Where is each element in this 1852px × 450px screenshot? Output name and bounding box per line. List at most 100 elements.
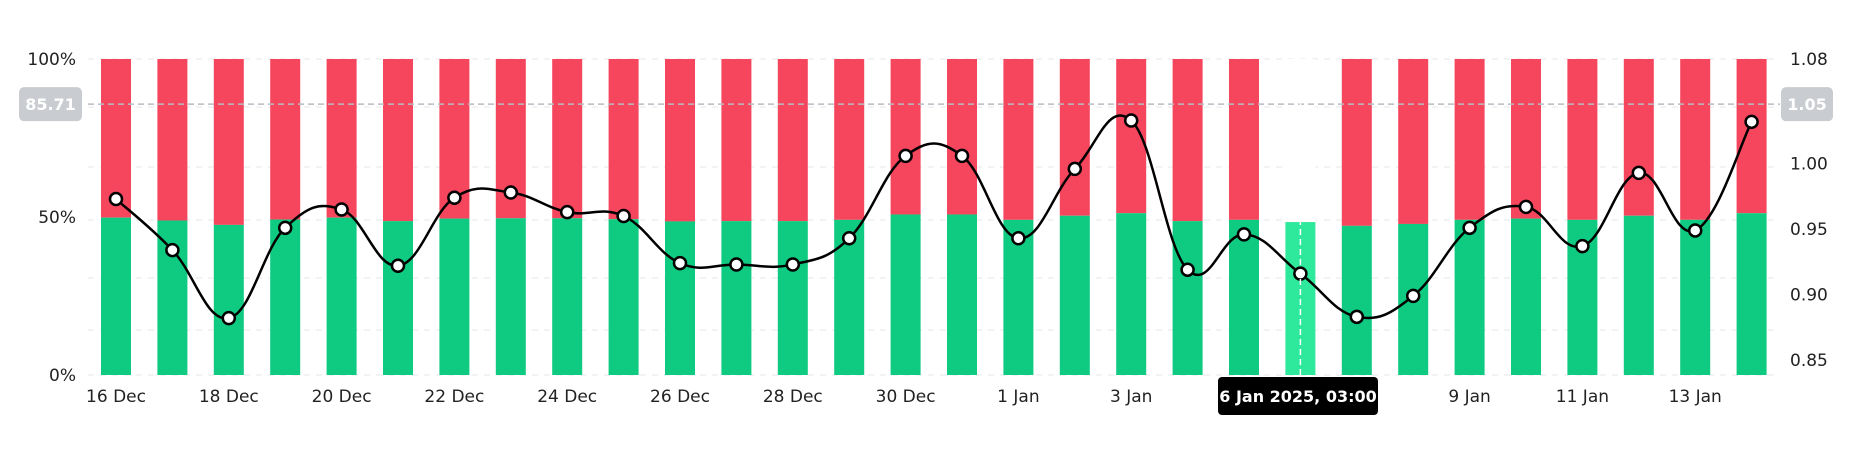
bar-buy[interactable] bbox=[777, 221, 808, 375]
bar-sell[interactable] bbox=[1567, 59, 1598, 220]
bar-sell[interactable] bbox=[552, 59, 583, 219]
right-axis: 1.081.051.000.950.900.851.05 bbox=[1781, 50, 1833, 371]
ratio-point[interactable] bbox=[785, 257, 801, 272]
right-axis-tick: 0.90 bbox=[1790, 286, 1828, 306]
bar-sell[interactable] bbox=[1229, 59, 1259, 220]
bar-sell[interactable] bbox=[608, 59, 639, 220]
bar-buy[interactable] bbox=[1454, 219, 1485, 375]
bar-sell[interactable] bbox=[326, 59, 357, 218]
bar-buy[interactable] bbox=[1680, 219, 1711, 375]
ratio-point[interactable] bbox=[1462, 220, 1477, 236]
ratio-point[interactable] bbox=[954, 148, 970, 164]
bar-buy[interactable] bbox=[1116, 213, 1147, 375]
left-axis-tick: 0% bbox=[49, 366, 76, 386]
bar-buy[interactable] bbox=[383, 221, 413, 375]
bar-buy[interactable] bbox=[890, 214, 921, 375]
bar-sell[interactable] bbox=[721, 59, 752, 222]
ratio-point[interactable] bbox=[1349, 309, 1365, 325]
bar-sell[interactable] bbox=[157, 59, 188, 221]
bar-buy[interactable] bbox=[495, 218, 526, 375]
bar-sell[interactable] bbox=[1623, 59, 1654, 216]
left-axis-tick: 100% bbox=[27, 50, 76, 70]
ratio-line-layer bbox=[108, 113, 1759, 326]
bar-sell[interactable] bbox=[101, 59, 131, 218]
bar-sell[interactable] bbox=[1059, 59, 1090, 216]
ratio-point[interactable] bbox=[447, 190, 462, 205]
ratio-point[interactable] bbox=[1067, 161, 1083, 177]
bar-buy[interactable] bbox=[213, 224, 244, 375]
x-axis-tick: 1 Jan bbox=[997, 387, 1039, 407]
bar-sell[interactable] bbox=[1511, 59, 1541, 219]
x-axis: 16 Dec 18 Dec 20 Dec 22 Dec 24 Dec 26 Dec 28 D… bbox=[86, 377, 1722, 415]
ratio-point[interactable] bbox=[1518, 199, 1534, 215]
ratio-point[interactable] bbox=[221, 310, 237, 326]
ratio-point[interactable] bbox=[390, 258, 406, 274]
ratio-point[interactable] bbox=[559, 204, 575, 220]
bar-sell[interactable] bbox=[1736, 59, 1767, 214]
bar-sell[interactable] bbox=[947, 59, 977, 215]
x-axis-tick: 11 Jan bbox=[1556, 387, 1609, 407]
bar-sell[interactable] bbox=[1341, 59, 1372, 226]
bar-sell[interactable] bbox=[665, 59, 695, 222]
ratio-point[interactable] bbox=[277, 220, 293, 236]
ratio-point[interactable] bbox=[503, 185, 519, 200]
x-crosshair-badge bbox=[1218, 377, 1378, 415]
x-axis-tick: 13 Jan bbox=[1669, 387, 1722, 407]
bar-sell[interactable] bbox=[834, 59, 865, 220]
right-value-label: 1.05 bbox=[1787, 95, 1826, 114]
bar-buy[interactable] bbox=[1623, 215, 1654, 375]
ratio-point[interactable] bbox=[108, 191, 124, 207]
bar-sell[interactable] bbox=[383, 59, 413, 222]
ratio-point[interactable] bbox=[898, 148, 913, 164]
ratio-point[interactable] bbox=[334, 202, 349, 217]
bar-sell[interactable] bbox=[1398, 59, 1429, 224]
bar-buy[interactable] bbox=[439, 218, 470, 375]
bar-sell[interactable] bbox=[270, 59, 301, 220]
bar-buy[interactable] bbox=[270, 219, 301, 375]
ratio-point[interactable] bbox=[1575, 238, 1590, 254]
ratio-point[interactable] bbox=[729, 257, 744, 272]
right-axis-tick: 0.95 bbox=[1790, 220, 1828, 240]
bar-sell[interactable] bbox=[890, 59, 921, 215]
ratio-line bbox=[115, 114, 1753, 320]
ratio-point[interactable] bbox=[616, 208, 631, 224]
ratio-point[interactable] bbox=[1123, 113, 1139, 128]
ratio-point[interactable] bbox=[165, 242, 180, 258]
ratio-point[interactable] bbox=[841, 231, 857, 246]
ratio-point[interactable] bbox=[1631, 165, 1647, 181]
x-axis-tick: 20 Dec bbox=[312, 387, 372, 407]
ratio-point[interactable] bbox=[672, 255, 688, 271]
bar-buy[interactable] bbox=[1229, 219, 1259, 375]
bar-sell[interactable] bbox=[1454, 59, 1485, 220]
left-value-label: 85.71 bbox=[25, 95, 76, 114]
bar-buy[interactable] bbox=[1736, 213, 1767, 375]
ratio-point[interactable] bbox=[1687, 223, 1703, 238]
ratio-point[interactable] bbox=[1236, 227, 1252, 242]
bar-sell[interactable] bbox=[1172, 59, 1203, 222]
bar-buy[interactable] bbox=[552, 218, 583, 375]
x-axis-tick: 24 Dec bbox=[537, 387, 597, 407]
bar-buy[interactable] bbox=[721, 221, 752, 375]
ratio-point[interactable] bbox=[1405, 288, 1421, 304]
left-value-badge bbox=[19, 87, 82, 122]
bar-buy[interactable] bbox=[1511, 218, 1541, 375]
right-axis-tick: 0.85 bbox=[1790, 351, 1828, 371]
bar-buy[interactable] bbox=[1059, 215, 1090, 375]
ratio-point[interactable] bbox=[1744, 114, 1759, 130]
bar-sell[interactable] bbox=[1680, 59, 1711, 220]
ratio-point[interactable] bbox=[1011, 231, 1026, 246]
bar-buy[interactable] bbox=[665, 221, 695, 375]
bar-sell[interactable] bbox=[1003, 59, 1034, 220]
bar-sell[interactable] bbox=[213, 59, 244, 225]
bar-buy[interactable] bbox=[947, 214, 977, 375]
ratio-point[interactable] bbox=[1180, 262, 1195, 277]
bar-buy[interactable] bbox=[326, 217, 357, 375]
bar-buy[interactable] bbox=[1341, 225, 1372, 375]
bar-sell[interactable] bbox=[777, 59, 808, 222]
bar-buy[interactable] bbox=[101, 217, 131, 375]
bar-buy[interactable] bbox=[1172, 221, 1203, 375]
bar-buy[interactable] bbox=[1003, 219, 1034, 375]
bar-buy[interactable] bbox=[608, 219, 639, 375]
x-axis-tick: 26 Dec bbox=[650, 387, 710, 407]
